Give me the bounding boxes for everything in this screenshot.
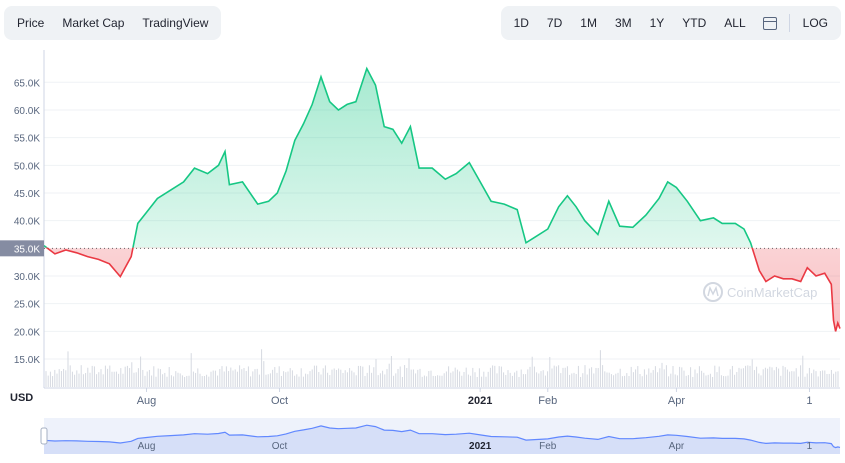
y-tick-label: 20.0K — [14, 327, 40, 338]
x-tick-label: 1 — [806, 395, 812, 407]
range-tab-all[interactable]: ALL — [724, 16, 746, 30]
navigator-line — [43, 424, 841, 449]
y-tick-label: 60.0K — [14, 106, 40, 117]
price-area-below — [44, 247, 840, 332]
range-tab-1d[interactable]: 1D — [513, 16, 529, 30]
tab-tradingview[interactable]: TradingView — [142, 16, 209, 30]
calendar-icon[interactable] — [762, 16, 777, 30]
x-tick-label: Aug — [137, 395, 157, 407]
chart-type-tabs: Price Market Cap TradingView — [4, 6, 222, 40]
range-tab-1m[interactable]: 1M — [580, 16, 597, 30]
y-tick-label: 35.0K — [14, 244, 40, 255]
x-tick-label: 2021 — [468, 395, 492, 407]
y-tick-label: 45.0K — [14, 189, 40, 200]
baseline-label-bg — [0, 240, 44, 257]
x-axis-ticks: Aug Oct 2021 Feb Apr 1 — [137, 388, 813, 407]
log-scale-button[interactable]: LOG — [802, 16, 828, 30]
navigator-left-handle — [40, 427, 48, 445]
y-axis-ticks: 15.0K 20.0K 25.0K 30.0K 35.0K 40.0K 45.0K 50.0K… — [0, 78, 44, 366]
y-tick-label: 40.0K — [14, 217, 40, 228]
y-tick-label: 50.0K — [14, 161, 40, 172]
watermark: CoinMarketCap — [703, 282, 817, 302]
range-tab-3m[interactable]: 3M — [614, 16, 632, 30]
navigator-tick-label: Feb — [539, 441, 557, 452]
navigator-tick-label: 2021 — [469, 441, 492, 452]
navigator-tick-label: 1 — [807, 441, 813, 452]
price-line-above — [44, 66, 753, 248]
y-tick-label: 25.0K — [14, 300, 40, 311]
range-tabs: 1D 7D 1M 3M 1Y YTD ALL LOG — [500, 6, 841, 40]
range-tab-ytd[interactable]: YTD — [682, 16, 707, 30]
price-lines — [44, 66, 841, 332]
y-tick-label: 15.0K — [14, 355, 40, 366]
navigator-tick-label: Apr — [669, 441, 685, 452]
navigator-tick-label: Oct — [272, 441, 288, 452]
tab-price[interactable]: Price — [17, 16, 45, 30]
volume-bars — [45, 349, 839, 387]
y-tick-label: 30.0K — [14, 272, 40, 283]
range-navigator[interactable]: Aug Oct 2021 Feb Apr 1 — [40, 418, 841, 454]
range-tab-7d[interactable]: 7D — [546, 16, 563, 30]
price-area-above — [44, 68, 753, 248]
coinmarketcap-logo-icon — [703, 282, 723, 302]
tab-market-cap[interactable]: Market Cap — [62, 16, 125, 30]
range-tab-1y[interactable]: 1Y — [649, 16, 665, 30]
y-tick-label: 65.0K — [14, 78, 40, 89]
x-tick-label: Oct — [271, 395, 288, 407]
price-areas — [44, 68, 840, 332]
price-line-below — [45, 247, 841, 332]
x-tick-label: Feb — [538, 395, 557, 407]
currency-label: USD — [10, 392, 34, 404]
divider — [788, 14, 790, 32]
navigator-area — [44, 425, 840, 454]
x-tick-label: Apr — [668, 395, 685, 407]
navigator-tick-label: Aug — [138, 441, 156, 452]
watermark-text: CoinMarketCap — [727, 285, 817, 300]
y-tick-label: 55.0K — [14, 134, 40, 145]
